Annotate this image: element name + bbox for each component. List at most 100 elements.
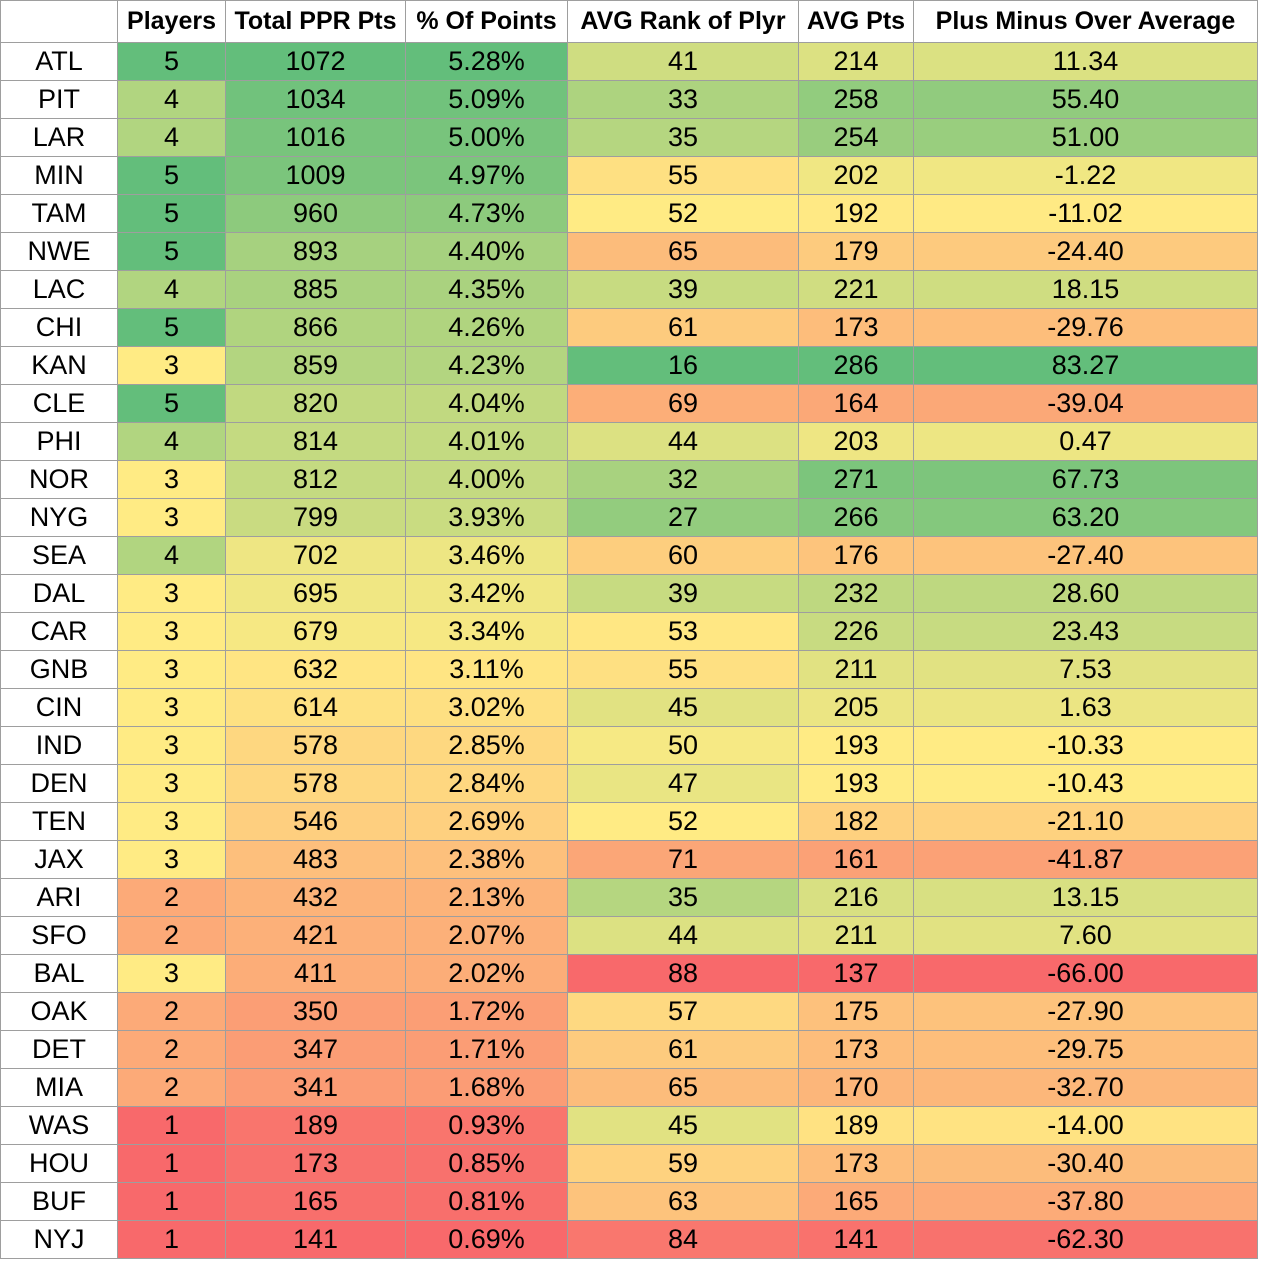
value-cell: 3 [117,726,226,765]
value-cell: 254 [798,118,914,157]
value-cell: 165 [798,1182,914,1221]
value-cell: 3 [117,460,226,499]
value-cell: 695 [225,574,406,613]
table-row: CIN 3 614 3.02% 45 205 1.63 [0,688,1258,727]
value-cell: 3 [117,688,226,727]
team-cell: IND [0,726,118,765]
value-cell: 4 [117,422,226,461]
value-cell: 4.26% [405,308,568,347]
value-cell: 4.73% [405,194,568,233]
value-cell: 578 [225,764,406,803]
value-cell: 1072 [225,42,406,81]
value-cell: 23.43 [913,612,1258,651]
value-cell: 164 [798,384,914,423]
value-cell: 193 [798,764,914,803]
value-cell: 4.00% [405,460,568,499]
value-cell: 47 [567,764,799,803]
value-cell: 173 [798,1144,914,1183]
table-row: PHI 4 814 4.01% 44 203 0.47 [0,422,1258,461]
value-cell: 45 [567,1106,799,1145]
value-cell: 170 [798,1068,914,1107]
value-cell: 203 [798,422,914,461]
value-cell: 271 [798,460,914,499]
value-cell: 3 [117,840,226,879]
value-cell: 5 [117,384,226,423]
value-cell: 1.72% [405,992,568,1031]
team-cell: OAK [0,992,118,1031]
value-cell: -10.43 [913,764,1258,803]
value-cell: 189 [225,1106,406,1145]
value-cell: 885 [225,270,406,309]
table-row: LAR 4 1016 5.00% 35 254 51.00 [0,118,1258,157]
value-cell: 286 [798,346,914,385]
value-cell: 214 [798,42,914,81]
value-cell: 350 [225,992,406,1031]
table-row: IND 3 578 2.85% 50 193 -10.33 [0,726,1258,765]
value-cell: -29.76 [913,308,1258,347]
table-row: SEA 4 702 3.46% 60 176 -27.40 [0,536,1258,575]
value-cell: 55 [567,650,799,689]
table-row: JAX 3 483 2.38% 71 161 -41.87 [0,840,1258,879]
value-cell: 4.23% [405,346,568,385]
value-cell: 61 [567,1030,799,1069]
value-cell: -27.90 [913,992,1258,1031]
value-cell: 27 [567,498,799,537]
value-cell: 173 [225,1144,406,1183]
value-cell: 39 [567,270,799,309]
team-cell: SEA [0,536,118,575]
value-cell: -24.40 [913,232,1258,271]
value-cell: 13.15 [913,878,1258,917]
team-cell: CIN [0,688,118,727]
value-cell: 35 [567,878,799,917]
value-cell: 5 [117,194,226,233]
team-cell: CHI [0,308,118,347]
column-header: Total PPR Pts [225,0,406,43]
table-row: WAS 1 189 0.93% 45 189 -14.00 [0,1106,1258,1145]
value-cell: 211 [798,916,914,955]
value-cell: 137 [798,954,914,993]
value-cell: 483 [225,840,406,879]
value-cell: 173 [798,308,914,347]
team-cell: NWE [0,232,118,271]
value-cell: 2.84% [405,764,568,803]
team-cell: MIN [0,156,118,195]
value-cell: 1.68% [405,1068,568,1107]
value-cell: 3.42% [405,574,568,613]
table-row: HOU 1 173 0.85% 59 173 -30.40 [0,1144,1258,1183]
value-cell: 216 [798,878,914,917]
team-cell: WAS [0,1106,118,1145]
value-cell: 2 [117,1030,226,1069]
value-cell: 347 [225,1030,406,1069]
value-cell: 179 [798,232,914,271]
value-cell: 5 [117,42,226,81]
value-cell: 67.73 [913,460,1258,499]
value-cell: -30.40 [913,1144,1258,1183]
value-cell: 893 [225,232,406,271]
value-cell: 88 [567,954,799,993]
value-cell: 421 [225,916,406,955]
value-cell: 341 [225,1068,406,1107]
value-cell: 1034 [225,80,406,119]
value-cell: 16 [567,346,799,385]
value-cell: 232 [798,574,914,613]
value-cell: 71 [567,840,799,879]
table-row: TAM 5 960 4.73% 52 192 -11.02 [0,194,1258,233]
value-cell: 63.20 [913,498,1258,537]
value-cell: 4 [117,270,226,309]
value-cell: 1009 [225,156,406,195]
value-cell: 205 [798,688,914,727]
value-cell: 65 [567,232,799,271]
team-cell: DEN [0,764,118,803]
table-row: BUF 1 165 0.81% 63 165 -37.80 [0,1182,1258,1221]
table-row: CHI 5 866 4.26% 61 173 -29.76 [0,308,1258,347]
value-cell: 812 [225,460,406,499]
value-cell: 5.00% [405,118,568,157]
value-cell: 53 [567,612,799,651]
value-cell: 2.38% [405,840,568,879]
value-cell: 411 [225,954,406,993]
value-cell: 799 [225,498,406,537]
team-cell: LAR [0,118,118,157]
column-header: Plus Minus Over Average [913,0,1258,43]
value-cell: 161 [798,840,914,879]
